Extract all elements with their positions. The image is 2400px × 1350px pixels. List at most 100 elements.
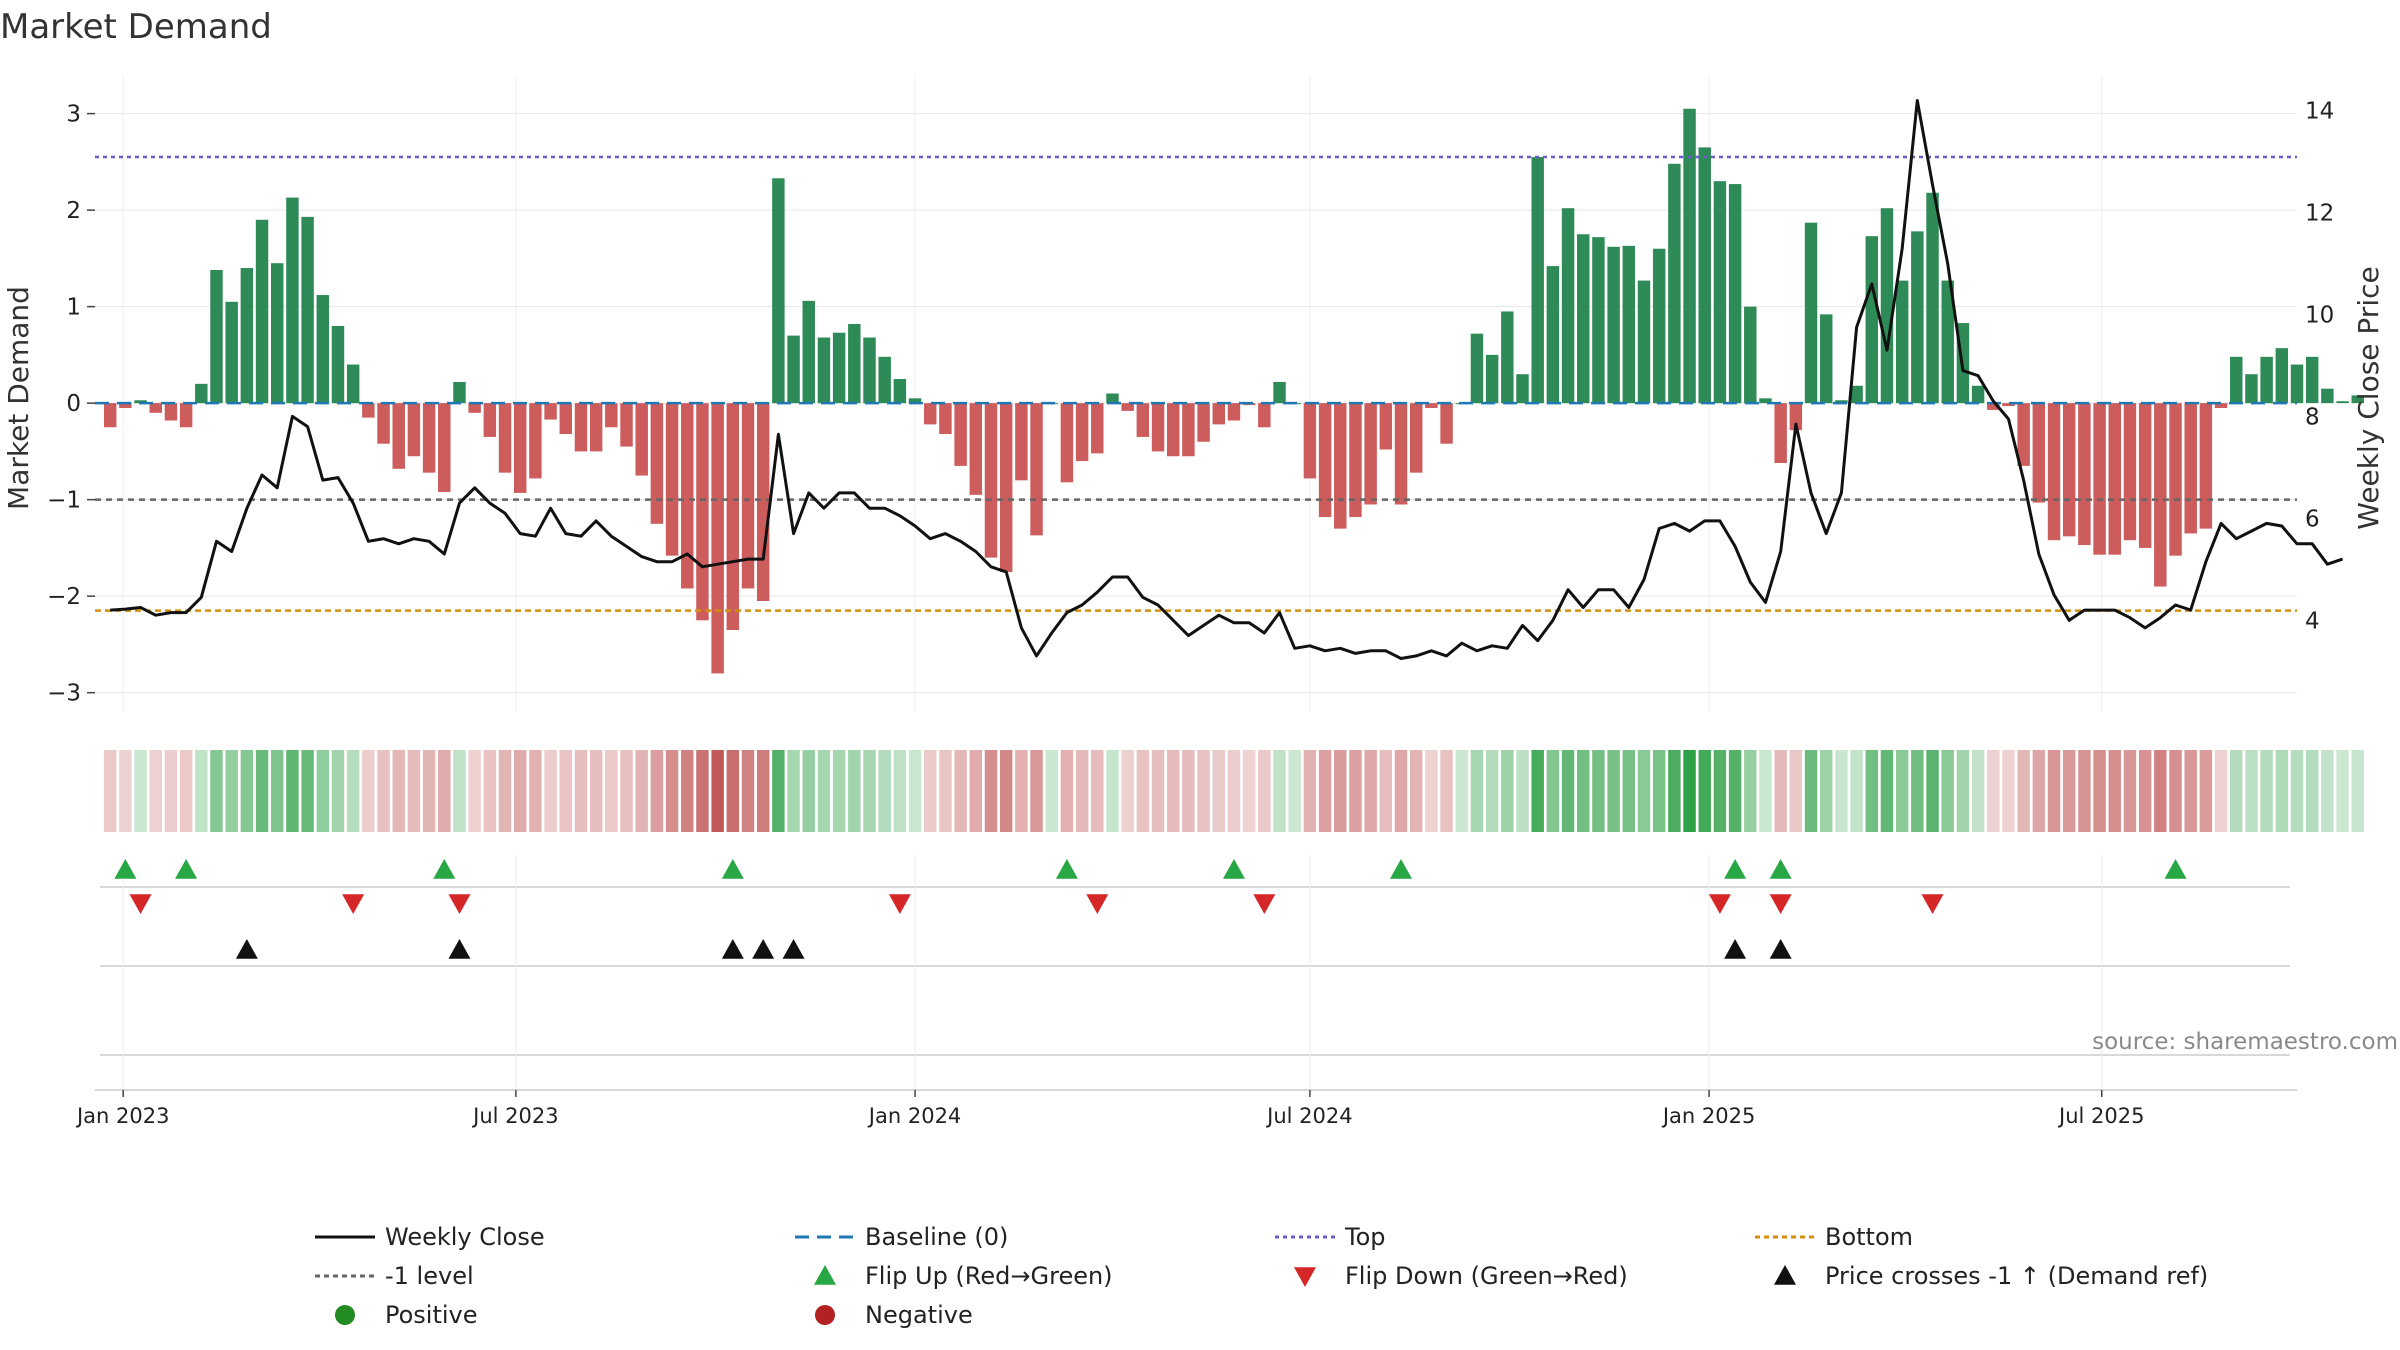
heat-cell-negative xyxy=(1075,750,1089,832)
negative-bar xyxy=(1091,403,1104,454)
legend-negative-label: Negative xyxy=(865,1301,973,1329)
positive-bar xyxy=(331,325,345,404)
x-tick-label: Jan 2024 xyxy=(867,1104,962,1128)
negative-bar xyxy=(1258,403,1271,428)
heat-cell-positive xyxy=(225,750,238,832)
heat-cell-positive xyxy=(1516,750,1529,832)
positive-bar xyxy=(346,364,360,404)
heat-cell-positive xyxy=(2321,750,2334,832)
heat-cell-negative xyxy=(468,750,481,832)
heat-cell-negative xyxy=(2138,750,2152,832)
positive-bar xyxy=(225,301,238,404)
heat-cell-positive xyxy=(316,750,330,832)
heat-cell-positive xyxy=(1622,750,1636,832)
positive-bar xyxy=(1744,306,1757,404)
heat-cell-negative xyxy=(119,750,132,832)
heat-cell-negative xyxy=(1212,750,1226,832)
flip-up-marker xyxy=(1390,859,1413,879)
positive-bar xyxy=(878,356,891,404)
heat-cell-negative xyxy=(681,750,694,832)
positive-bar xyxy=(1850,385,1863,404)
price-cross-marker xyxy=(782,939,805,959)
demand-bars xyxy=(103,108,2364,674)
x-axis-ticks: Jan 2023 Jul 2023 Jan 2024 Jul 2024 Jan 2025… xyxy=(75,1090,2144,1128)
heat-cell-negative xyxy=(939,750,952,832)
heat-cell-positive xyxy=(255,750,269,832)
negative-bar xyxy=(2047,403,2061,541)
positive-bar xyxy=(1470,333,1484,404)
positive-bar xyxy=(1895,280,1909,404)
heat-cell-negative xyxy=(2108,750,2121,832)
heat-cell-negative xyxy=(498,750,512,832)
heat-cell-positive xyxy=(1607,750,1620,832)
positive-bar xyxy=(1501,311,1514,404)
heat-cell-negative xyxy=(2199,750,2213,832)
negative-bar xyxy=(620,403,633,447)
heat-cell-positive xyxy=(1926,750,1939,832)
positive-bar xyxy=(1637,280,1651,404)
heat-cell-negative xyxy=(1349,750,1362,832)
negative-bar xyxy=(2002,403,2015,407)
heat-cell-positive xyxy=(1698,750,1711,832)
heat-cell-negative xyxy=(969,750,983,832)
heat-cell-negative xyxy=(984,750,998,832)
heat-cell-positive xyxy=(802,750,815,832)
flip-up-marker xyxy=(1724,859,1747,879)
heat-cell-positive xyxy=(2260,750,2273,832)
heat-cell-negative xyxy=(2214,750,2228,832)
negative-bar xyxy=(1030,403,1043,536)
flip-up-marker xyxy=(1769,859,1792,879)
negative-bar xyxy=(1394,403,1408,505)
weekly-close-line xyxy=(110,99,2344,660)
heat-cell-negative xyxy=(1151,750,1165,832)
heat-cell-negative xyxy=(1015,750,1028,832)
heat-cell-negative xyxy=(1789,750,1803,832)
flip-down-marker xyxy=(1769,894,1792,914)
heat-cell-negative xyxy=(711,750,724,832)
heat-cell-negative xyxy=(1379,750,1393,832)
negative-bar xyxy=(924,403,937,425)
positive-bar xyxy=(271,263,284,404)
heat-cell-positive xyxy=(1637,750,1651,832)
positive-bar xyxy=(2260,356,2273,404)
negative-bar xyxy=(407,403,421,457)
heat-cell-negative xyxy=(1227,750,1241,832)
negative-bar xyxy=(1349,403,1362,518)
heat-cell-positive xyxy=(1713,750,1727,832)
heat-cell-negative xyxy=(1182,750,1195,832)
x-tick-label: Jan 2023 xyxy=(75,1104,170,1128)
heat-cell-negative xyxy=(1060,750,1074,832)
positive-bar xyxy=(1728,184,1742,404)
flip-up-marker xyxy=(2164,859,2187,879)
y-axis-label: Market Demand xyxy=(2,286,35,510)
heat-cell-positive xyxy=(1820,750,1833,832)
positive-bar xyxy=(1485,354,1499,404)
positive-bar xyxy=(1941,280,1954,404)
heat-cell-positive xyxy=(832,750,846,832)
heat-cell-positive xyxy=(1759,750,1772,832)
heat-cell-negative xyxy=(1091,750,1104,832)
positive-bar xyxy=(1683,108,1696,404)
heat-cell-positive xyxy=(1744,750,1757,832)
legend-negative-swatch xyxy=(815,1305,835,1325)
positive-bar xyxy=(1804,222,1818,404)
positive-bar xyxy=(2321,388,2334,404)
heat-cell-negative xyxy=(1987,750,2000,832)
negative-bar xyxy=(1774,403,1787,463)
price-cross-marker xyxy=(1724,939,1747,959)
positive-bar xyxy=(772,178,785,404)
negative-bar xyxy=(1015,403,1028,481)
positive-bar xyxy=(1106,393,1119,404)
heat-cell-positive xyxy=(2351,750,2364,832)
flip-down-marker xyxy=(129,894,152,914)
negative-bar xyxy=(1789,403,1803,431)
negative-bar xyxy=(2108,403,2121,555)
price-cross-marker xyxy=(448,939,471,959)
positive-bar xyxy=(1713,181,1727,404)
heat-cell-negative xyxy=(1303,750,1317,832)
negative-bar xyxy=(2032,403,2046,503)
negative-bar xyxy=(1166,403,1180,457)
flip-down-marker xyxy=(1253,894,1276,914)
y-tick-label: 0 xyxy=(66,391,81,417)
flip-up-marker xyxy=(1222,859,1245,879)
